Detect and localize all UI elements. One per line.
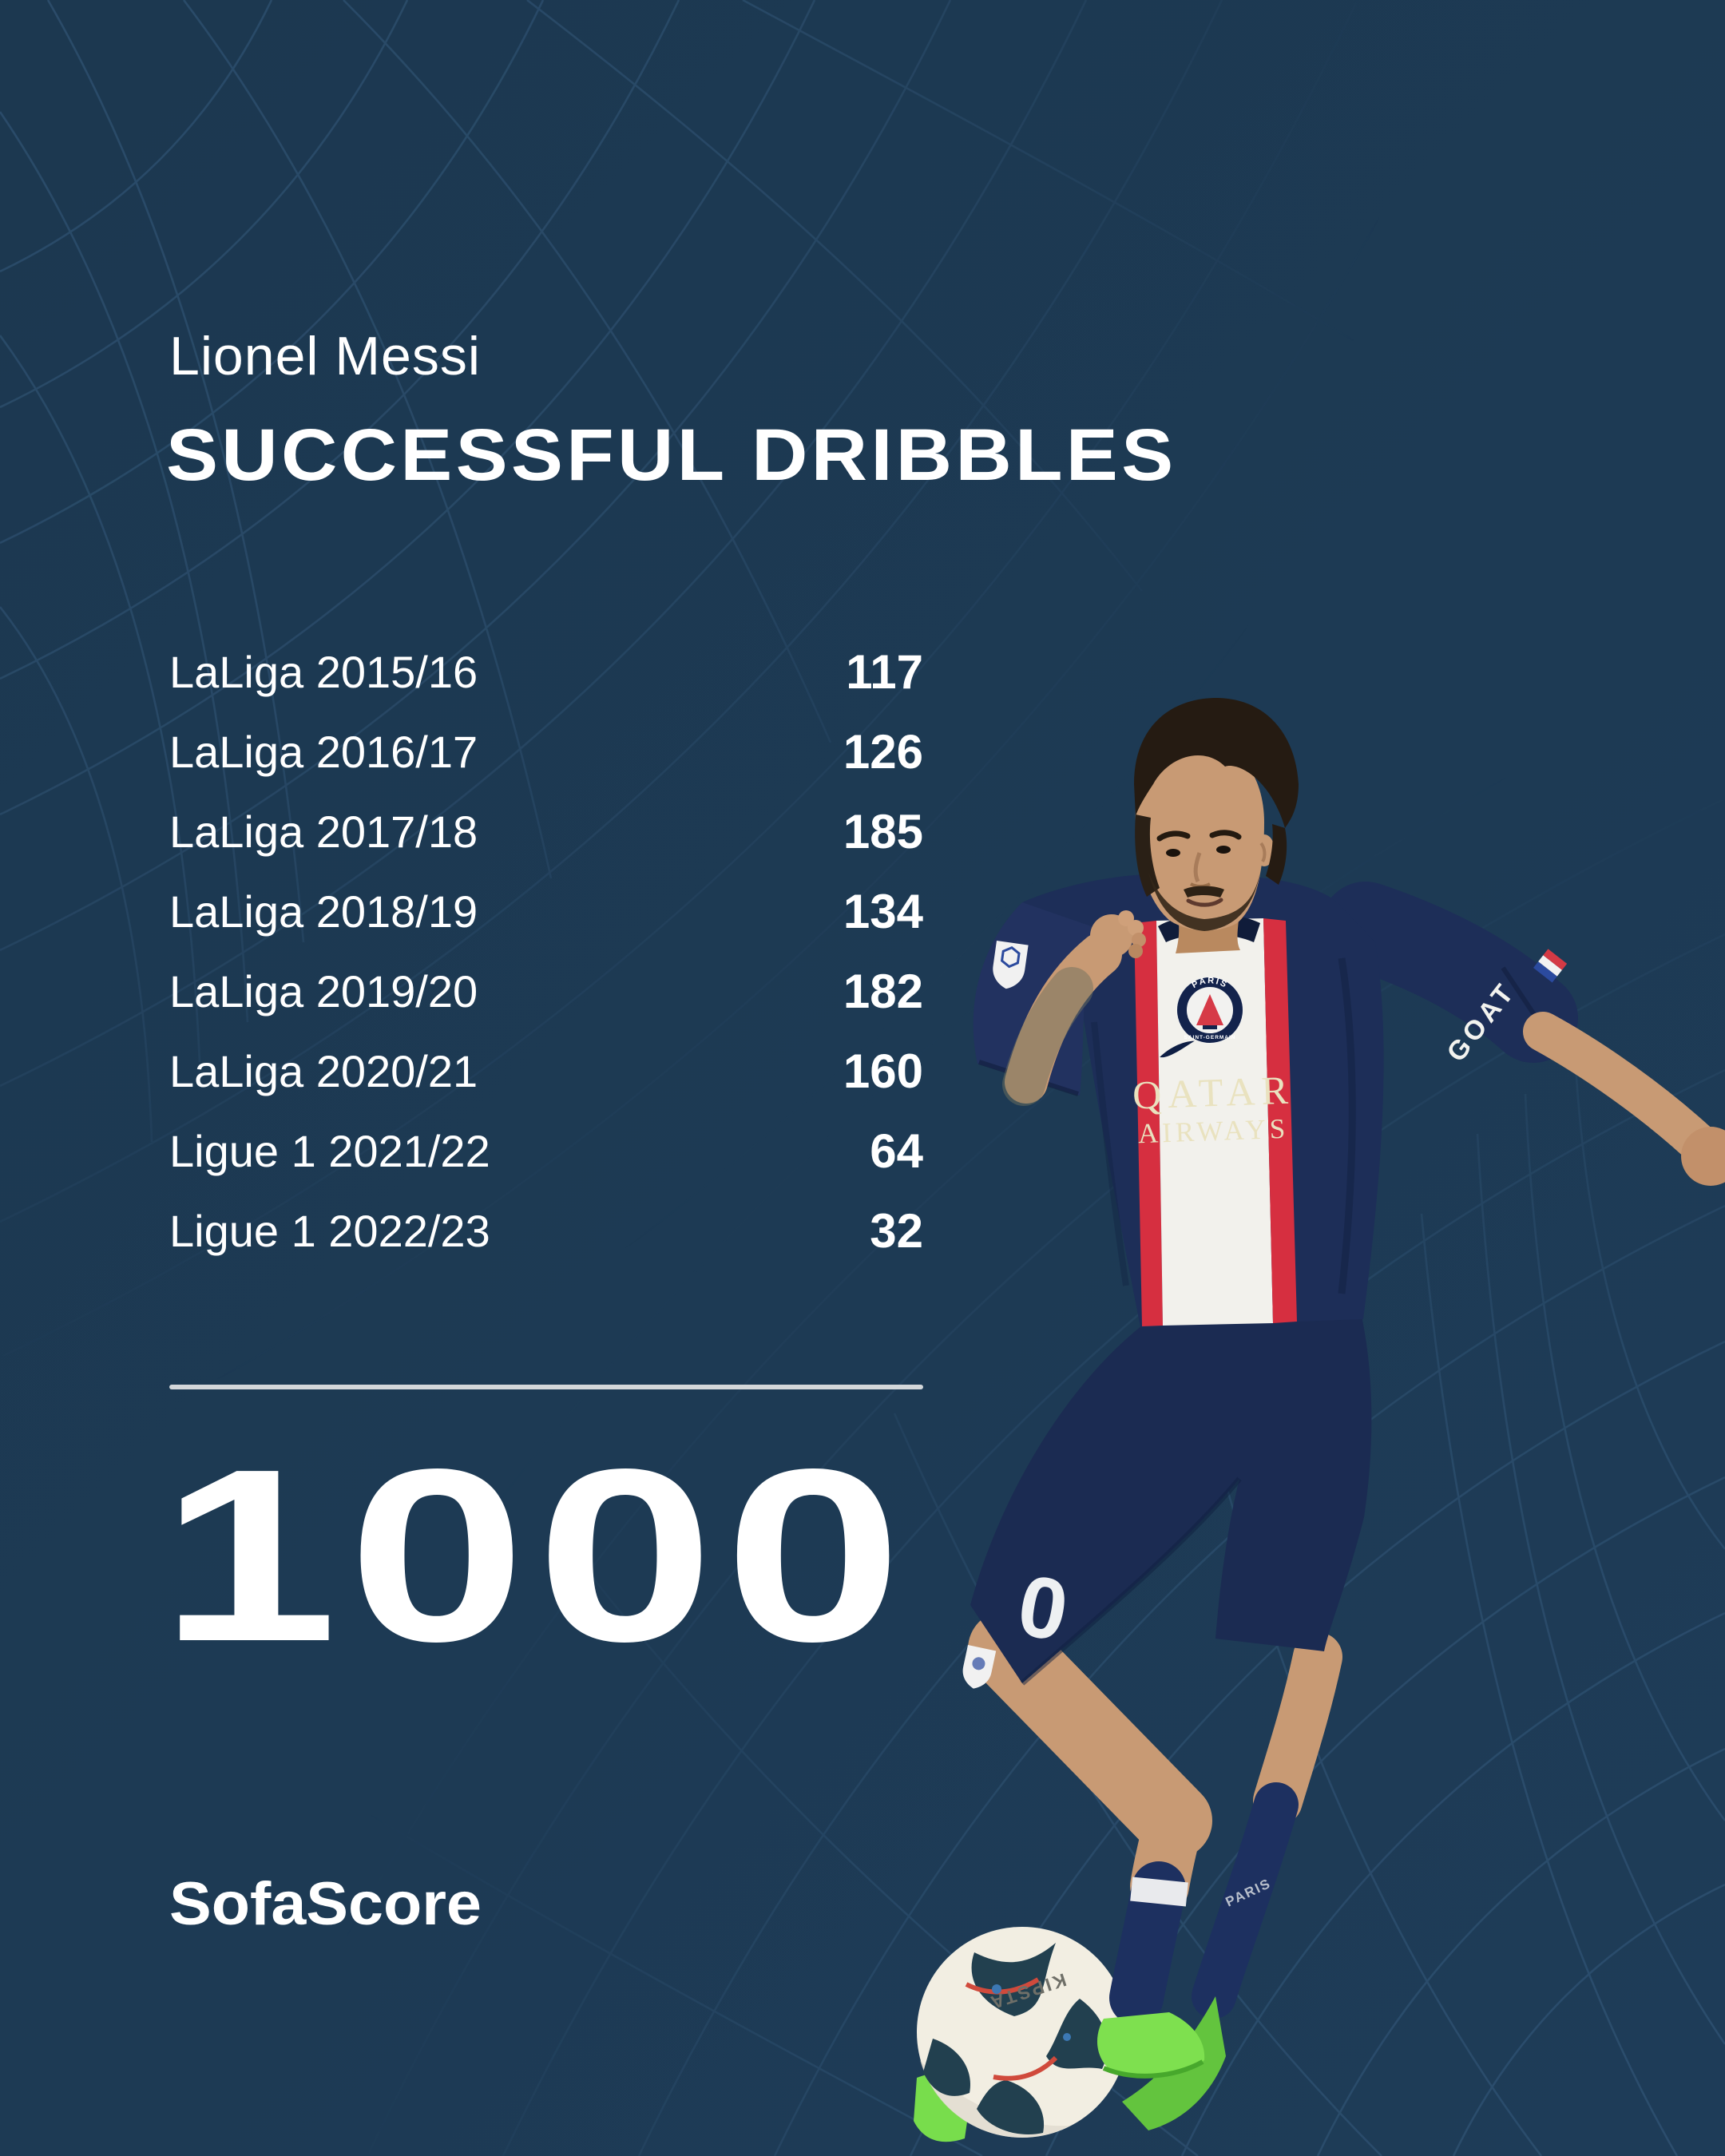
table-row: Ligue 1 2022/23 32 [169,1191,923,1270]
football-ball: KIPSTA [917,1927,1128,2138]
kipsta-text: KIPSTA [986,1969,1069,2014]
shorts: 0 [962,1316,1372,1689]
headline-title: SUCCESSFUL DRIBBLES [166,414,1177,496]
sponsor-qatar: QATAR [1132,1067,1295,1117]
stripe-red-left [1134,921,1163,1326]
extended-arm: GOAT [1321,882,1725,1186]
divider-line [169,1385,923,1389]
dribbles-value: 160 [843,1044,923,1098]
curled-hand [1090,910,1146,958]
messi-photo: GOAT PARIS 0 [914,697,1725,2142]
dribbles-value: 134 [843,884,923,938]
stats-table: LaLiga 2015/16 117 LaLiga 2016/17 126 La… [169,632,923,1270]
sock-paris-text: PARIS [1223,1876,1274,1910]
hidden-boot-fragment [914,2073,971,2142]
goat-sleeve-text: GOAT [1441,976,1521,1068]
season-label: LaLiga 2020/21 [169,1045,478,1096]
season-label: Ligue 1 2022/23 [169,1205,490,1256]
nike-swoosh-icon [1160,1040,1195,1058]
sponsor-airways: AIRWAYS [1137,1113,1290,1150]
dribbles-value: 117 [846,644,923,699]
dribbles-value: 126 [843,724,923,779]
stripe-red-right [1263,918,1297,1323]
table-row: LaLiga 2016/17 126 [169,711,923,791]
season-label: LaLiga 2017/18 [169,806,478,857]
jersey-torso: PARIS SAINT-GERMAIN QATAR AIRWAYS [1022,874,1384,1327]
table-row: Ligue 1 2021/22 64 [169,1111,923,1191]
season-label: LaLiga 2019/20 [169,965,478,1017]
table-row: LaLiga 2018/19 134 [169,871,923,951]
sofascore-wordmark: SofaScore [169,1870,482,1938]
shorts-patch [962,1645,997,1689]
table-row: LaLiga 2015/16 117 [169,632,923,711]
crest-paris-text: PARIS [1190,976,1227,990]
shorts-number: 0 [1011,1556,1075,1659]
season-label: LaLiga 2016/17 [169,726,478,777]
table-row: LaLiga 2019/20 182 [169,951,923,1031]
crest-saint-germain-text: SAINT-GERMAIN [1184,1035,1236,1040]
psg-crest: PARIS SAINT-GERMAIN [1176,976,1243,1044]
dribbles-value: 182 [843,964,923,1018]
bent-thigh [968,1611,1212,1859]
front-arm [973,902,1146,1106]
season-label: Ligue 1 2021/22 [169,1125,490,1176]
bent-lower-leg [1096,1791,1205,2079]
total-dribbles: 1000 [160,1418,913,1693]
table-row: LaLiga 2020/21 160 [169,1031,923,1111]
ligue1-patch [993,941,1029,989]
dribbles-value: 32 [870,1203,923,1258]
season-label: LaLiga 2015/16 [169,646,478,697]
stripe-white [1156,918,1273,1326]
dribbles-value: 185 [843,804,923,858]
player-name: Lionel Messi [169,326,481,386]
collar [1158,914,1260,942]
season-label: LaLiga 2018/19 [169,886,478,937]
svg-text:PARIS: PARIS [1190,976,1229,990]
fist [1681,1127,1725,1186]
table-row: LaLiga 2017/18 185 [169,791,923,871]
standing-leg: PARIS [1122,1632,1342,2130]
messi-head [1134,697,1299,953]
dribbles-value: 64 [870,1124,923,1178]
france-flag-icon [1533,949,1568,983]
